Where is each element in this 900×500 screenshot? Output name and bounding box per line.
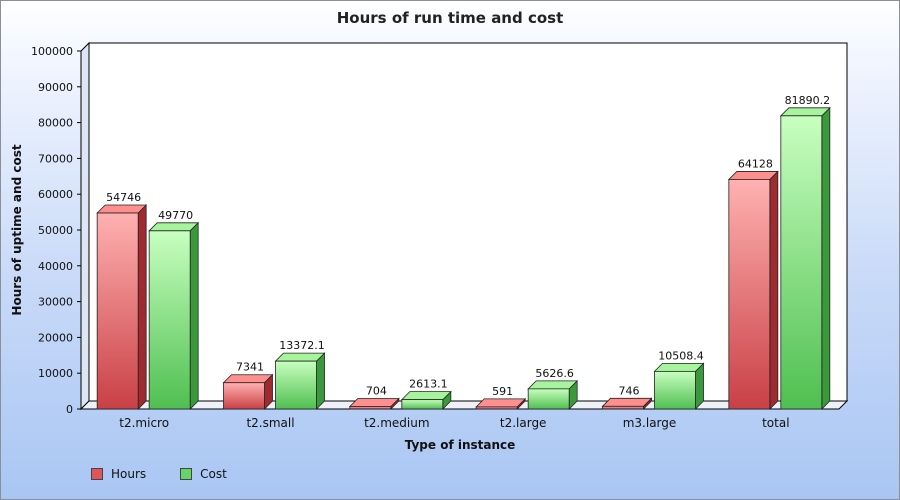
x-tick-label: t2.medium <box>364 416 429 430</box>
data-label-hours: 7341 <box>236 361 264 374</box>
legend-swatch-hours <box>91 468 103 480</box>
bar-cost <box>780 115 823 410</box>
bar-cost-top <box>527 380 579 390</box>
bar-cost <box>654 370 696 410</box>
y-tick-label: 70000 <box>38 152 73 165</box>
bar-cost <box>401 399 444 410</box>
x-tick-label: total <box>762 416 789 430</box>
data-label-hours: 54746 <box>106 191 141 204</box>
bar-cost-top <box>653 362 705 372</box>
bar-hours-side <box>769 170 779 410</box>
data-label-cost: 5626.6 <box>535 367 574 380</box>
legend-label-hours: Hours <box>111 467 147 481</box>
bar-cost-top <box>400 391 452 401</box>
bar-hours <box>602 405 644 410</box>
y-tick-label: 30000 <box>38 296 73 309</box>
bar-hours <box>223 382 265 410</box>
x-tick-label: t2.large <box>500 416 547 430</box>
legend-label-cost: Cost <box>200 467 227 481</box>
bar-cost-side <box>189 221 199 410</box>
y-tick-label: 0 <box>66 403 73 416</box>
bar-cost-top <box>779 107 831 117</box>
data-label-cost: 13372.1 <box>279 339 325 352</box>
chart-title: Hours of run time and cost <box>336 9 564 27</box>
bar-cost-side <box>821 106 831 410</box>
legend-item-cost: Cost <box>180 467 227 481</box>
y-tick-label: 60000 <box>38 188 73 201</box>
bar-cost-top <box>274 352 326 362</box>
y-tick-label: 40000 <box>38 260 73 273</box>
bar-hours <box>96 212 139 410</box>
bar-hours-top <box>96 204 148 214</box>
data-label-hours: 591 <box>492 385 513 398</box>
data-label-cost: 49770 <box>158 209 193 222</box>
x-axis-title: Type of instance <box>405 438 516 452</box>
data-label-cost: 10508.4 <box>658 349 704 362</box>
x-tick-label: m3.large <box>623 416 677 430</box>
x-tick-label: t2.small <box>246 416 294 430</box>
legend-swatch-cost <box>180 468 193 480</box>
data-label-hours: 64128 <box>738 157 773 170</box>
bar-cost-side <box>316 352 325 410</box>
legend: Hours Cost <box>91 467 227 481</box>
bar-hours-side <box>137 204 147 410</box>
bar-hours-top <box>475 398 527 408</box>
y-axis-title: Hours of uptime and cost <box>10 144 24 315</box>
data-label-cost: 81890.2 <box>785 94 831 107</box>
y-tick-label: 80000 <box>38 117 73 130</box>
bar-hours-top <box>348 398 400 407</box>
data-label-hours: 704 <box>366 384 387 397</box>
bar-cost <box>527 388 570 410</box>
y-tick-label: 10000 <box>38 367 73 380</box>
data-label-cost: 2613.1 <box>409 378 448 391</box>
y-tick-label: 90000 <box>38 81 73 94</box>
bar-hours <box>349 406 392 410</box>
bar-hours <box>475 406 518 410</box>
x-tick-label: t2.micro <box>119 416 169 430</box>
y-tick-label: 50000 <box>38 224 73 237</box>
bar-cost-top <box>148 222 200 232</box>
bar-cost <box>148 230 191 410</box>
data-label-hours: 746 <box>619 384 640 397</box>
bar-cost <box>275 360 317 410</box>
bar-hours-top <box>222 374 274 384</box>
bar-hours <box>728 179 771 410</box>
y-tick-label: 20000 <box>38 331 73 344</box>
plot-side-wall <box>80 41 90 411</box>
legend-item-hours: Hours <box>91 467 146 481</box>
bar-hours-top <box>601 397 653 407</box>
y-tick-label: 100000 <box>31 45 73 58</box>
bar-hours-top <box>727 171 779 180</box>
